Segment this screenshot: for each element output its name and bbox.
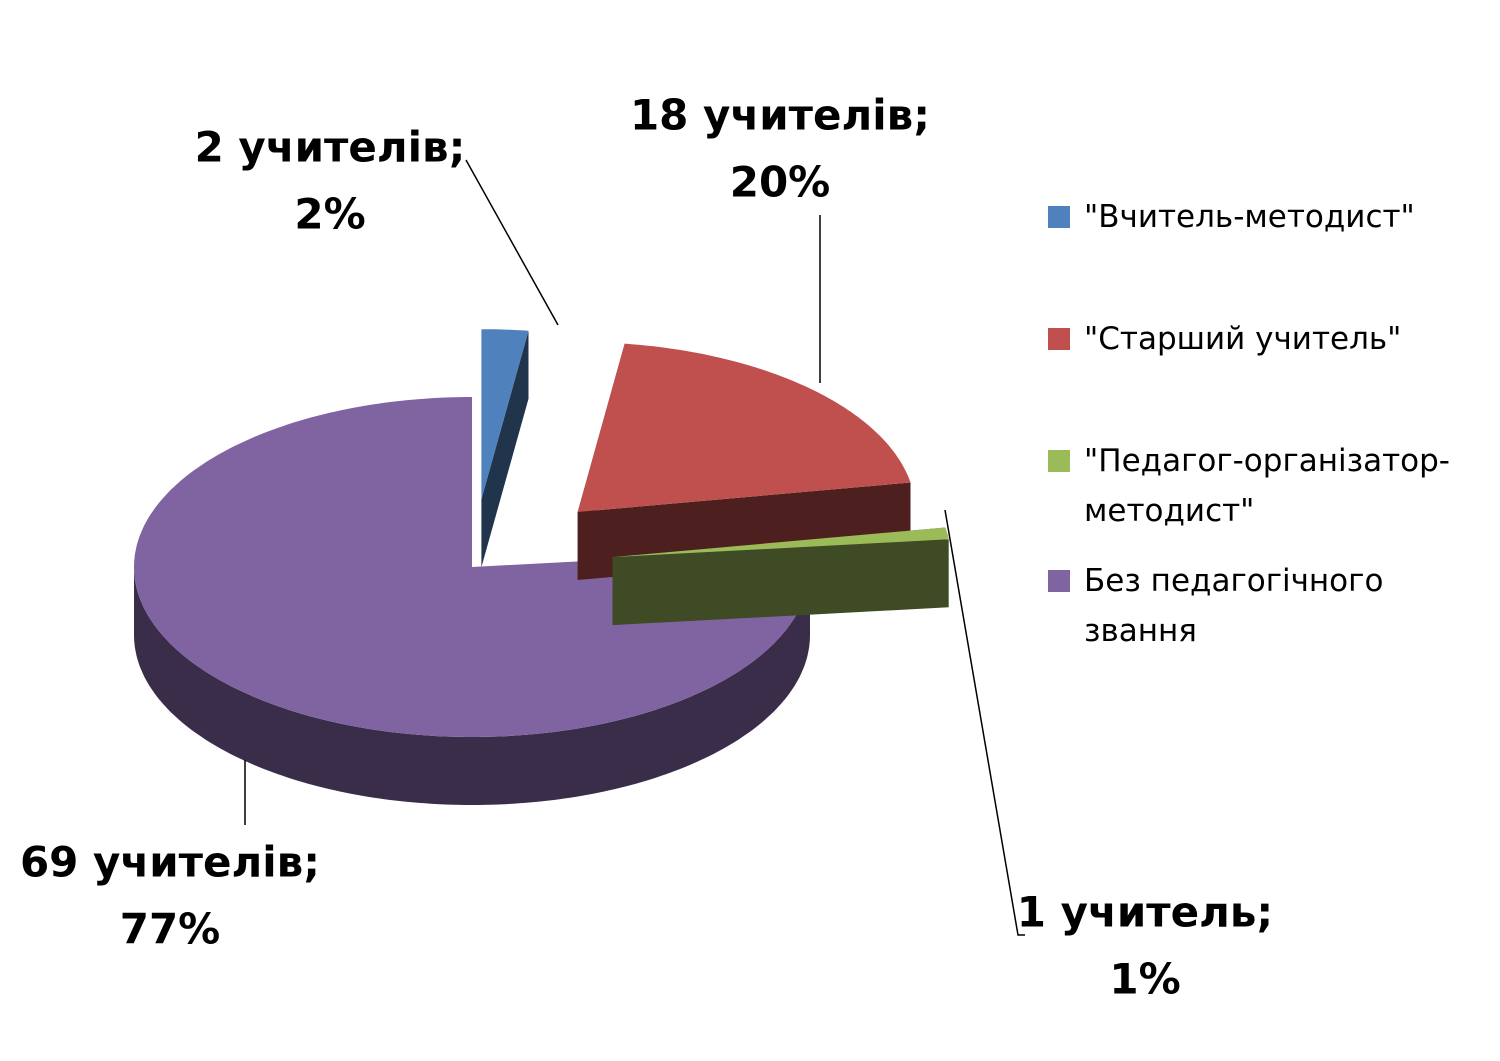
data-label: 69 учителів; — [20, 838, 320, 887]
slice — [612, 527, 949, 558]
leader-line — [465, 159, 559, 326]
legend-swatch — [1048, 450, 1070, 472]
legend-item: "Вчитель-методист" — [1048, 192, 1474, 242]
leader-line — [944, 509, 1025, 936]
slice — [577, 343, 911, 512]
legend-item: "Педагог-організатор-методист" — [1048, 436, 1474, 536]
data-label: 18 учителів; — [630, 91, 930, 140]
data-label-percent: 1% — [1109, 955, 1180, 1004]
slice-side — [134, 567, 810, 805]
legend-swatch — [1048, 328, 1070, 350]
legend-swatch — [1048, 206, 1070, 228]
slice-cut-face — [612, 539, 949, 626]
data-label-percent: 77% — [120, 905, 221, 954]
data-label-percent: 2% — [294, 190, 365, 239]
legend-swatch — [1048, 570, 1070, 592]
data-label: 2 учителів; — [195, 123, 466, 172]
legend-item: "Старший учитель" — [1048, 314, 1474, 364]
legend-label: "Педагог-організатор-методист" — [1084, 443, 1450, 529]
slice — [134, 397, 810, 737]
legend-label: "Вчитель-методист" — [1084, 199, 1415, 235]
legend-item: Без педагогічного звання — [1048, 556, 1474, 656]
data-label-percent: 20% — [730, 158, 831, 207]
slice — [481, 329, 529, 500]
data-label: 1 учитель; — [1017, 888, 1273, 937]
legend-label: Без педагогічного звання — [1084, 563, 1384, 649]
slice-cut-face — [481, 330, 529, 568]
legend-label: "Старший учитель" — [1084, 321, 1402, 357]
